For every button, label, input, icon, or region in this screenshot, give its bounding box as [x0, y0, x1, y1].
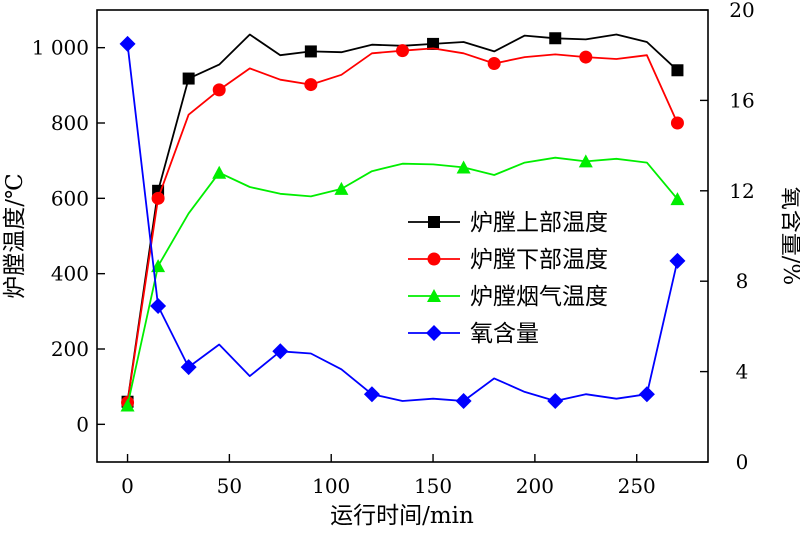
series-line-4	[126, 43, 679, 402]
y-tick-label: 800	[51, 111, 89, 135]
series-4-point	[180, 359, 197, 376]
legend-label: 炉膛上部温度	[470, 210, 608, 236]
series-4-point	[272, 343, 289, 360]
x-tick-label: 50	[217, 474, 242, 498]
legend-marker	[427, 289, 441, 302]
plot-frame	[96, 9, 709, 463]
y2-tick-label: 20	[729, 0, 754, 22]
x-tick-label: 250	[618, 474, 656, 498]
series-2-point	[304, 78, 318, 92]
series-1-point	[304, 45, 317, 58]
y2-tick-label: 8	[736, 269, 749, 293]
y2-tick-label: 4	[736, 360, 749, 384]
series-3-point	[670, 192, 685, 206]
legend-marker	[426, 325, 442, 341]
series-4-point	[150, 298, 167, 315]
series-1-point	[671, 64, 684, 77]
series-1-point	[182, 72, 195, 85]
series-2-point	[212, 83, 226, 97]
y2-tick-label: 12	[729, 179, 754, 203]
series-2-point	[151, 191, 165, 205]
x-tick-label: 100	[312, 474, 350, 498]
legend-marker	[428, 216, 440, 228]
series-line-3	[126, 156, 679, 406]
y-tick-label: 600	[51, 186, 89, 210]
series-4-point	[669, 252, 686, 269]
series-2-point	[487, 56, 501, 70]
y2-tick-label: 0	[736, 450, 749, 474]
x-tick-label: 150	[414, 474, 452, 498]
series-2-point	[670, 116, 684, 130]
legend-label: 炉膛烟气温度	[470, 284, 608, 310]
series-3-point	[578, 154, 593, 168]
series-1-point	[427, 37, 440, 50]
series-4-point	[119, 35, 136, 52]
y-tick-label: 1 000	[32, 36, 89, 60]
series-3-point	[334, 181, 349, 195]
legend-marker	[427, 252, 441, 266]
series-2-point	[579, 50, 593, 64]
series-3-point	[120, 398, 135, 412]
series-1-point	[549, 32, 562, 45]
x-axis-title: 运行时间/min	[330, 503, 474, 529]
series-4-point	[455, 392, 472, 409]
y-tick-label: 0	[76, 412, 89, 436]
series-4-point	[363, 386, 380, 403]
series-4-point	[547, 392, 564, 409]
y2-tick-label: 16	[729, 88, 754, 112]
series-4-point	[638, 386, 655, 403]
series-2-point	[396, 44, 409, 58]
series-3-point	[456, 160, 471, 174]
x-tick-label: 0	[121, 474, 134, 498]
y-tick-label: 200	[51, 337, 89, 361]
y2-axis-title: 氧含量/%	[778, 187, 800, 286]
y-axis-title: 炉膛温度/℃	[2, 173, 28, 298]
legend-label: 氧含量	[470, 321, 539, 347]
x-tick-label: 200	[516, 474, 554, 498]
series-3-point	[212, 165, 227, 179]
legend-label: 炉膛下部温度	[470, 247, 608, 273]
y-tick-label: 400	[51, 262, 89, 286]
